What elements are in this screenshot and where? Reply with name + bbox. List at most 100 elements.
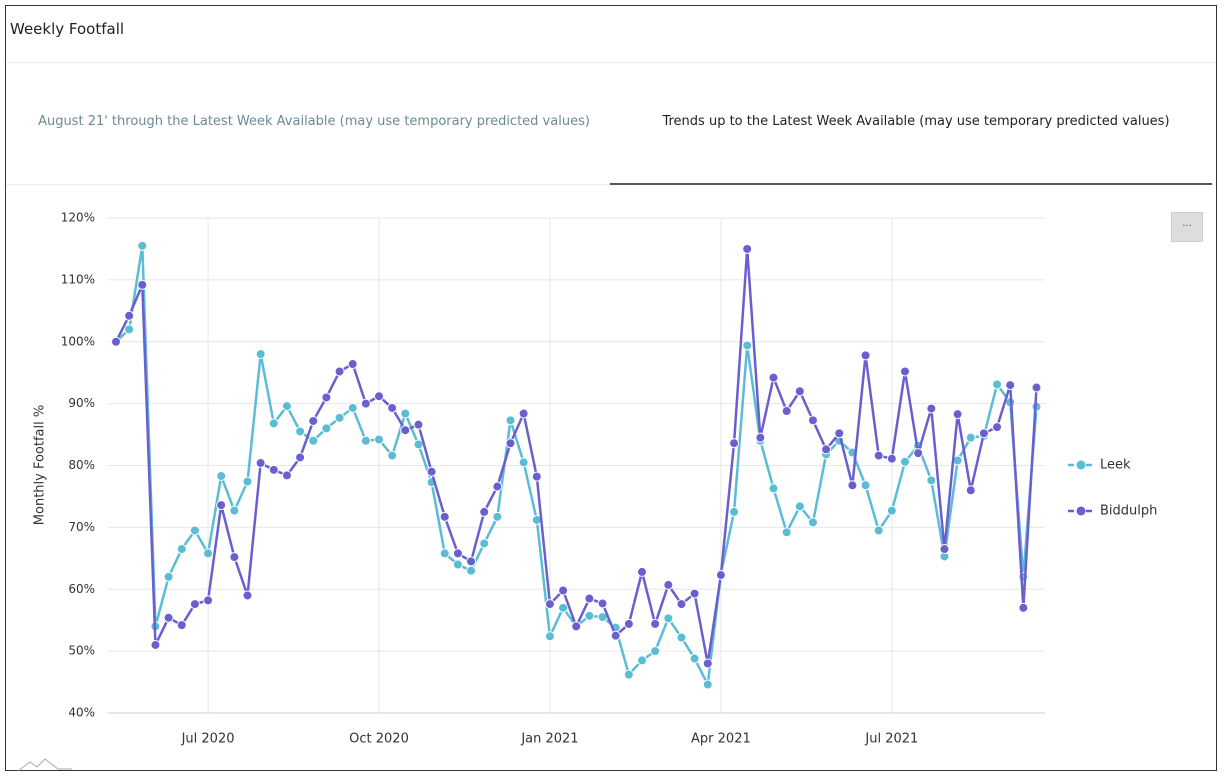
- data-point: [374, 391, 384, 402]
- data-point: [650, 618, 661, 629]
- data-point: [216, 500, 227, 511]
- data-point: [847, 480, 858, 491]
- legend-label: Leek: [1100, 458, 1131, 473]
- data-point: [400, 408, 411, 419]
- data-point: [374, 434, 384, 445]
- y-tick-label: 70%: [68, 520, 95, 534]
- data-point: [742, 243, 753, 254]
- data-point: [531, 471, 542, 482]
- data-point: [873, 525, 884, 536]
- data-point: [689, 588, 700, 599]
- data-point: [295, 426, 306, 437]
- data-point: [255, 349, 266, 360]
- data-point: [242, 476, 253, 487]
- data-point: [479, 506, 490, 517]
- data-point: [321, 423, 332, 434]
- data-point: [163, 571, 174, 582]
- data-point: [873, 450, 884, 461]
- data-point: [137, 279, 148, 290]
- data-point: [729, 506, 740, 517]
- data-point: [137, 240, 148, 251]
- data-point: [729, 438, 740, 449]
- data-point: [715, 570, 726, 581]
- data-point: [124, 324, 135, 335]
- data-point: [992, 379, 1003, 390]
- data-point: [518, 408, 529, 419]
- data-point: [347, 359, 358, 370]
- data-point: [321, 392, 332, 403]
- data-point: [610, 630, 621, 641]
- data-point: [702, 679, 713, 690]
- data-point: [163, 612, 174, 623]
- x-tick-label: Jul 2020: [181, 732, 235, 747]
- data-point: [794, 386, 805, 397]
- data-point: [281, 401, 292, 412]
- data-point: [334, 412, 345, 423]
- data-point: [111, 336, 121, 347]
- data-point: [781, 406, 792, 417]
- y-tick-label: 80%: [68, 458, 95, 472]
- tab-indicator: [610, 183, 1212, 185]
- x-tick-label: Jul 2021: [864, 732, 918, 747]
- data-point: [413, 439, 424, 450]
- y-tick-label: 50%: [68, 644, 95, 658]
- data-point: [939, 544, 950, 555]
- data-point: [650, 646, 661, 657]
- x-tick-label: Oct 2020: [349, 732, 409, 747]
- data-point: [571, 621, 582, 632]
- data-point: [558, 602, 569, 613]
- data-point: [689, 653, 700, 664]
- data-point: [439, 511, 450, 522]
- data-point: [308, 415, 319, 426]
- data-point: [807, 517, 818, 528]
- data-point: [807, 415, 818, 426]
- data-point: [189, 525, 200, 536]
- data-point: [584, 610, 595, 621]
- data-point: [597, 598, 608, 609]
- y-tick-label: 120%: [61, 211, 95, 225]
- data-point: [965, 485, 976, 496]
- data-point: [544, 631, 555, 642]
- data-point: [1005, 380, 1016, 391]
- series-line: [114, 248, 1038, 664]
- data-point: [544, 599, 555, 610]
- data-point: [978, 428, 989, 439]
- data-point: [768, 372, 779, 383]
- data-point: [860, 350, 871, 361]
- y-tick-label: 90%: [68, 396, 95, 410]
- x-tick-label: Apr 2021: [691, 732, 751, 747]
- data-point: [781, 527, 792, 538]
- tab[interactable]: August 21' through the Latest Week Avail…: [38, 114, 590, 129]
- data-point: [308, 435, 319, 446]
- data-point: [229, 505, 240, 516]
- divider: [6, 62, 1216, 63]
- data-point: [347, 402, 358, 413]
- data-point: [492, 481, 503, 492]
- data-point: [203, 595, 214, 606]
- data-point: [189, 599, 200, 610]
- data-point: [1018, 602, 1029, 613]
- tab-active[interactable]: Trends up to the Latest Week Available (…: [662, 114, 1170, 129]
- data-point: [505, 438, 516, 449]
- data-point: [900, 456, 910, 467]
- x-tick-label: Jan 2021: [520, 732, 578, 747]
- data-point: [886, 453, 897, 464]
- data-point: [900, 366, 910, 377]
- data-point: [676, 632, 687, 643]
- data-point: [860, 480, 871, 491]
- data-point: [176, 620, 187, 631]
- data-point: [926, 475, 937, 486]
- data-point: [255, 458, 266, 469]
- data-point: [203, 548, 214, 559]
- data-point: [360, 398, 371, 409]
- data-point: [623, 669, 634, 680]
- panel: Weekly Footfall August 21' through the L…: [5, 5, 1217, 771]
- data-point: [584, 593, 595, 604]
- data-point: [452, 548, 463, 559]
- menu-button[interactable]: ...: [1171, 212, 1203, 242]
- panel-title: Weekly Footfall: [10, 20, 125, 38]
- data-point: [466, 556, 477, 567]
- data-point: [558, 585, 569, 596]
- y-tick-label: 60%: [68, 582, 95, 596]
